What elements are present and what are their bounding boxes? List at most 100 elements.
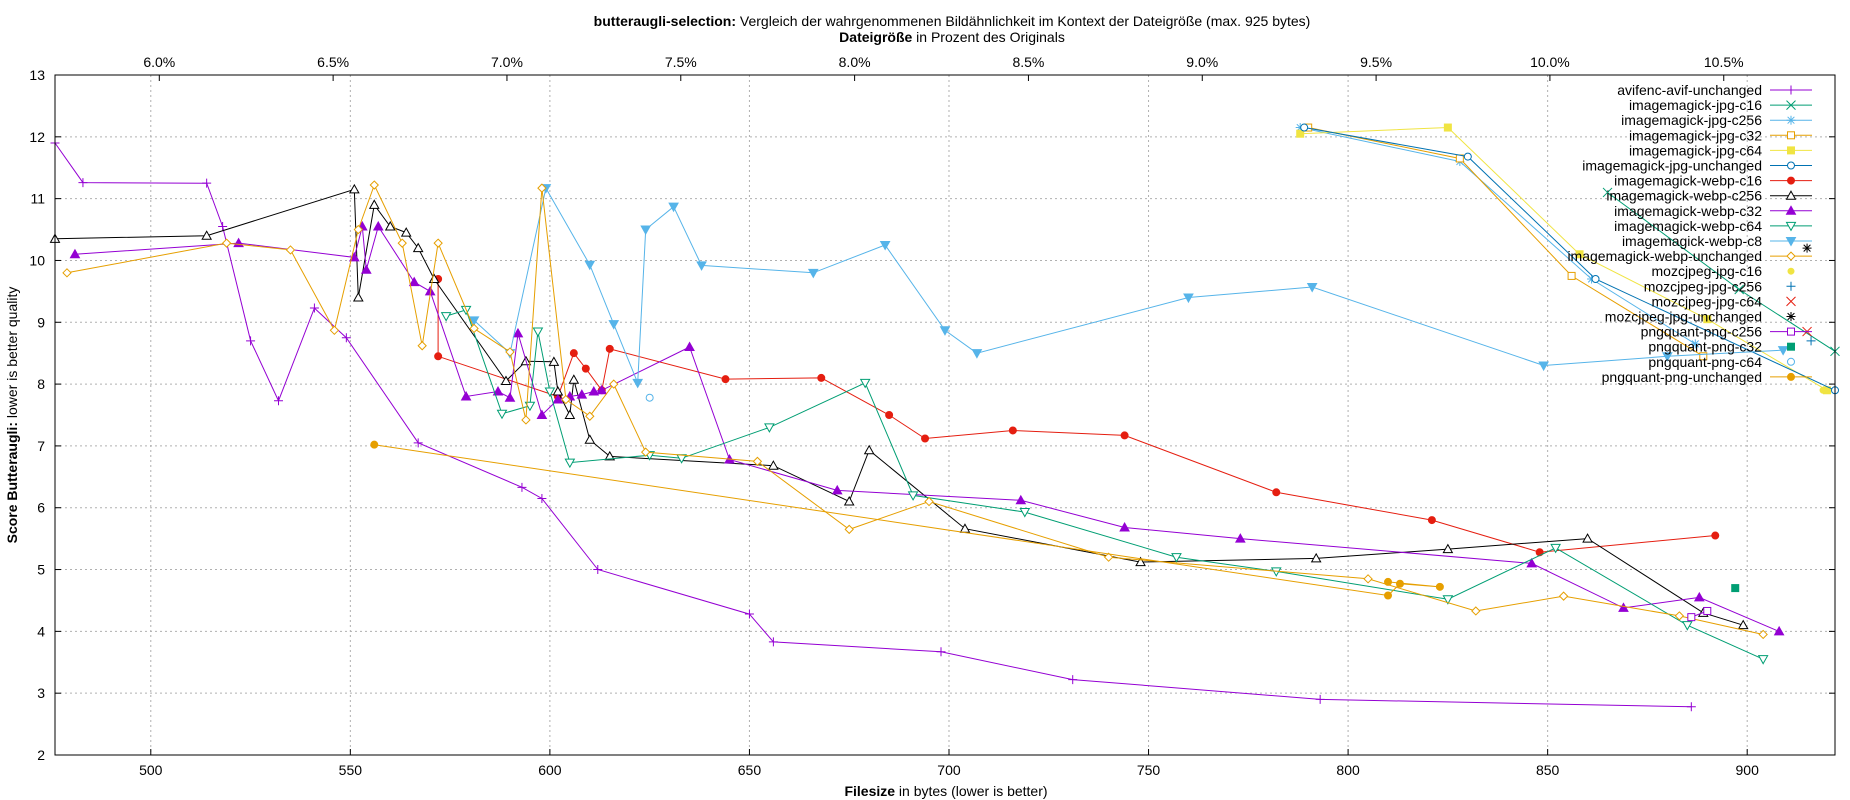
data-point	[696, 261, 707, 271]
series-line-imagemagick-webp-c16	[437, 279, 1716, 553]
data-point	[500, 375, 512, 385]
legend-entry-imagemagick-webp-c8: imagemagick-webp-c8	[1622, 233, 1812, 249]
data-point	[1806, 336, 1816, 346]
data-point	[1690, 339, 1700, 349]
data-point	[605, 344, 614, 353]
data-point	[1618, 602, 1629, 612]
data-point	[879, 241, 891, 251]
data-point	[608, 320, 620, 330]
data-point	[1427, 516, 1436, 525]
data-point	[370, 440, 379, 449]
y-tick-label: 12	[29, 129, 45, 145]
data-point	[1582, 533, 1593, 543]
data-point	[329, 325, 340, 336]
legend-label: mozcjpeg-jpg-c64	[1652, 293, 1763, 309]
data-point	[1802, 243, 1812, 253]
data-point	[1526, 557, 1538, 568]
x2-tick-label: 9.5%	[1360, 54, 1392, 70]
data-point	[1384, 577, 1393, 586]
x2-tick-label: 7.5%	[665, 54, 697, 70]
data-point	[496, 409, 508, 420]
legend-marker	[1787, 146, 1795, 155]
legend-marker	[1786, 251, 1796, 261]
legend-marker	[1786, 281, 1796, 291]
plot-frame	[54, 74, 1836, 756]
data-point	[384, 220, 396, 231]
legend-entry-mozcjpeg-jpg-c256: mozcjpeg-jpg-c256	[1644, 278, 1796, 294]
data-point	[676, 454, 687, 464]
data-point	[768, 637, 778, 647]
data-point	[1711, 531, 1720, 540]
data-point	[1068, 675, 1078, 685]
data-point	[584, 260, 596, 271]
data-point	[397, 238, 407, 248]
legend-label: mozcjpeg-jpg-c256	[1644, 278, 1762, 294]
series-pngquant-png-c64	[645, 393, 654, 402]
data-point	[564, 409, 576, 419]
data-point	[1773, 625, 1785, 636]
legend-entry-imagemagick-webp-c32: imagemagick-webp-c32	[1614, 203, 1812, 219]
y-tick-label: 3	[37, 685, 45, 701]
series-line-imagemagick-webp-unchanged	[66, 183, 1764, 635]
data-point	[576, 389, 588, 399]
x-tick-label: 650	[738, 762, 762, 778]
data-point	[1270, 567, 1282, 577]
data-point	[1602, 187, 1613, 198]
data-point	[640, 225, 652, 236]
data-point	[413, 438, 423, 448]
legend-entry-imagemagick-jpg-c64: imagemagick-jpg-c64	[1629, 142, 1812, 158]
y-tick-label: 4	[37, 623, 45, 639]
data-point	[668, 202, 679, 213]
data-point	[581, 364, 590, 373]
data-point	[632, 378, 644, 389]
legend-marker	[1786, 100, 1796, 110]
legend-marker	[1786, 296, 1796, 307]
data-point	[348, 183, 360, 194]
data-point	[536, 409, 548, 419]
data-point	[564, 458, 576, 469]
data-point	[645, 393, 654, 402]
y-axis-label-bold: Score Butteraugli:	[4, 422, 20, 543]
series-layer	[49, 123, 1840, 712]
x2-tick-label: 9.0%	[1186, 54, 1218, 70]
data-point	[408, 276, 420, 287]
y-tick-label: 5	[37, 562, 45, 578]
series-line-imagemagick-jpg-c256	[1300, 127, 1696, 345]
data-point	[1734, 284, 1745, 295]
data-point	[1443, 123, 1452, 132]
data-point	[1777, 346, 1789, 356]
data-point	[752, 456, 763, 467]
x2-axis-label-bold: Dateigröße	[839, 29, 912, 45]
x-axis-label: Filesize in bytes (lower is better)	[844, 783, 1047, 799]
data-point	[1681, 621, 1693, 631]
legend-marker	[1785, 190, 1797, 200]
data-point	[569, 349, 578, 358]
legend-label: imagemagick-webp-c32	[1614, 203, 1762, 219]
data-point	[1120, 431, 1129, 440]
legend-label: avifenc-avif-unchanged	[1617, 82, 1762, 98]
data-point	[1550, 543, 1561, 554]
data-point	[341, 333, 351, 343]
data-point	[859, 378, 871, 389]
titles: butteraugli-selection: Vergleich der wah…	[4, 13, 1310, 799]
chart-title: butteraugli-selection: Vergleich der wah…	[594, 13, 1311, 29]
data-point	[1538, 361, 1550, 372]
data-point	[584, 434, 596, 444]
data-point	[1442, 543, 1454, 554]
legend-marker	[1787, 327, 1795, 336]
data-point	[532, 327, 544, 338]
series-mozcjpeg-jpg-c16	[1819, 386, 1827, 394]
data-point	[1693, 591, 1705, 602]
data-point	[62, 268, 72, 278]
data-point	[233, 237, 244, 248]
data-point	[1019, 508, 1031, 518]
y-tick-label: 13	[29, 67, 45, 83]
data-point	[971, 349, 983, 359]
data-point	[78, 178, 88, 188]
legend-entry-imagemagick-jpg-unchanged: imagemagick-jpg-unchanged	[1582, 158, 1812, 174]
data-point	[1575, 250, 1584, 259]
legend-label: imagemagick-webp-c64	[1614, 218, 1762, 234]
legend-entry-pngquant-png-c64: pngquant-png-c64	[1648, 354, 1795, 370]
series-pngquant-png-unchanged	[370, 440, 1444, 600]
